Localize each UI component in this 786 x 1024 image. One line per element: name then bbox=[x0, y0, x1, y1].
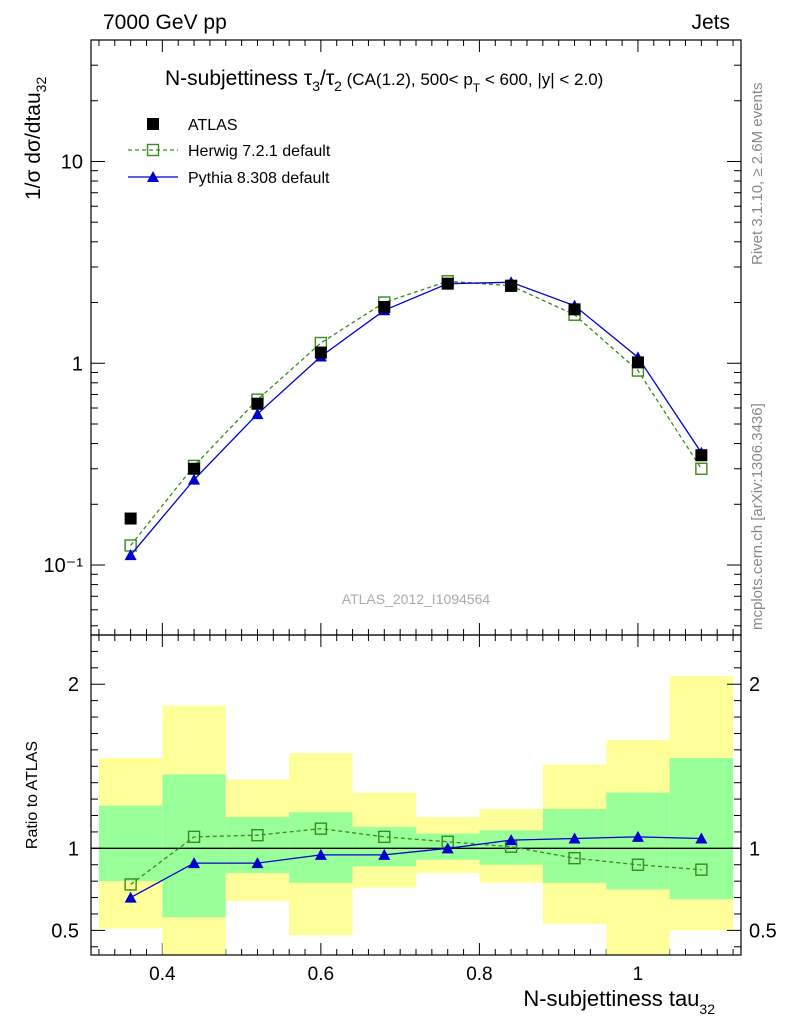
herwig-ratio-point bbox=[695, 863, 708, 876]
ratio-y-tick-label-right: 1 bbox=[749, 838, 760, 860]
x-tick-label: 0.4 bbox=[149, 964, 176, 985]
legend: ATLAS Herwig 7.2.1 default Pythia 8.308 de… bbox=[128, 117, 331, 187]
pythia-ratio-point bbox=[441, 842, 454, 854]
process-label: Jets bbox=[691, 11, 730, 34]
inner-band-bin bbox=[669, 758, 734, 900]
herwig-ratio-point bbox=[187, 830, 201, 844]
pythia-ratio-point bbox=[378, 848, 391, 860]
pythia-ratio-line bbox=[130, 836, 702, 899]
herwig-line bbox=[130, 280, 702, 546]
pythia-point bbox=[124, 549, 137, 561]
inner-band-bin bbox=[289, 812, 353, 883]
atlas-point bbox=[695, 449, 708, 462]
analysis-watermark: ATLAS_2012_I1094564 bbox=[342, 591, 491, 607]
herwig-ratio-point bbox=[124, 878, 137, 891]
ratio-y-tick-label-left: 1 bbox=[68, 838, 79, 860]
main-y-tick-label: 1 bbox=[72, 353, 83, 375]
chart-title: N-subjettiness τ3/τ2 (CA(1.2), 500< pT <… bbox=[165, 67, 603, 95]
pythia-ratio-point bbox=[124, 891, 137, 903]
inner-band-bin bbox=[542, 808, 607, 883]
pythia-point bbox=[251, 408, 264, 420]
pythia-ratio-point bbox=[568, 832, 581, 844]
legend-marker bbox=[147, 171, 159, 182]
ratio-y-tick-label-right: 0.5 bbox=[749, 920, 777, 942]
herwig-ratio-line bbox=[130, 827, 702, 885]
energy-label: 7000 GeV pp bbox=[103, 11, 227, 34]
ratio-y-tick-label-left: 0.5 bbox=[51, 920, 79, 942]
rivet-version-label: Rivet 3.1.10, ≥ 2.6M events bbox=[749, 83, 766, 266]
main-y-tick-label: 10 bbox=[61, 151, 83, 173]
pythia-ratio-point bbox=[251, 857, 264, 869]
atlas-point bbox=[188, 462, 201, 475]
atlas-point bbox=[314, 346, 327, 359]
atlas-point bbox=[378, 301, 391, 314]
x-axis-label: N-subjettiness tau32 bbox=[523, 986, 715, 1017]
legend-label: ATLAS bbox=[188, 117, 238, 134]
main-panel: 10⁻¹ 1 10 bbox=[44, 39, 742, 955]
ratio-y-axis-label: Ratio to ATLAS bbox=[24, 741, 41, 849]
x-tick-label: 0.6 bbox=[308, 964, 334, 985]
herwig-ratio-point bbox=[631, 858, 645, 871]
pythia-ratio-point bbox=[314, 848, 327, 860]
atlas-point bbox=[441, 277, 454, 290]
main-y-axis-label: 1/σ dσ/dtau32 bbox=[22, 77, 49, 200]
x-tick-label: 0.8 bbox=[466, 964, 492, 985]
main-y-tick-label: 10⁻¹ bbox=[44, 555, 84, 577]
atlas-point bbox=[124, 512, 137, 525]
legend-marker bbox=[146, 143, 160, 157]
legend-label: Pythia 8.308 default bbox=[188, 170, 330, 187]
pythia-ratio-point bbox=[631, 830, 644, 842]
herwig-ratio-point bbox=[314, 822, 328, 835]
atlas-point bbox=[631, 356, 644, 369]
ratio-panel: 0.4 0.6 0.8 1 0.5 0.5 1 1 2 2 bbox=[51, 634, 777, 985]
herwig-ratio-point bbox=[568, 851, 581, 865]
ratio-y-tick-label-left: 2 bbox=[68, 674, 79, 696]
pythia-ratio-point bbox=[188, 857, 201, 869]
pythia-ratio-point bbox=[505, 834, 518, 846]
atlas-point bbox=[505, 279, 518, 292]
inner-band-bin bbox=[98, 805, 163, 882]
legend-label: Herwig 7.2.1 default bbox=[188, 143, 331, 160]
x-tick-label: 1 bbox=[633, 964, 644, 985]
atlas-point bbox=[251, 397, 264, 410]
ratio-y-tick-label-right: 2 bbox=[749, 674, 760, 696]
mcplots-source-label: mcplots.cern.ch [arXiv:1306.3436] bbox=[749, 403, 766, 630]
herwig-point bbox=[695, 462, 708, 475]
pythia-line bbox=[130, 281, 702, 556]
herwig-ratio-point bbox=[378, 830, 391, 844]
pythia-point bbox=[188, 473, 201, 485]
inner-band-bin bbox=[352, 827, 416, 867]
ratio-frame bbox=[90, 634, 742, 956]
atlas-point bbox=[568, 303, 581, 316]
pythia-ratio-point bbox=[695, 832, 708, 844]
legend-marker bbox=[147, 118, 159, 130]
inner-band-bin bbox=[162, 774, 226, 918]
herwig-ratio-point bbox=[251, 829, 264, 842]
